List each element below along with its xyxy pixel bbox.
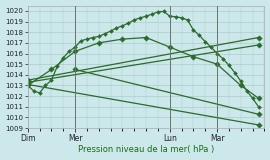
X-axis label: Pression niveau de la mer( hPa ): Pression niveau de la mer( hPa ) bbox=[78, 145, 214, 154]
